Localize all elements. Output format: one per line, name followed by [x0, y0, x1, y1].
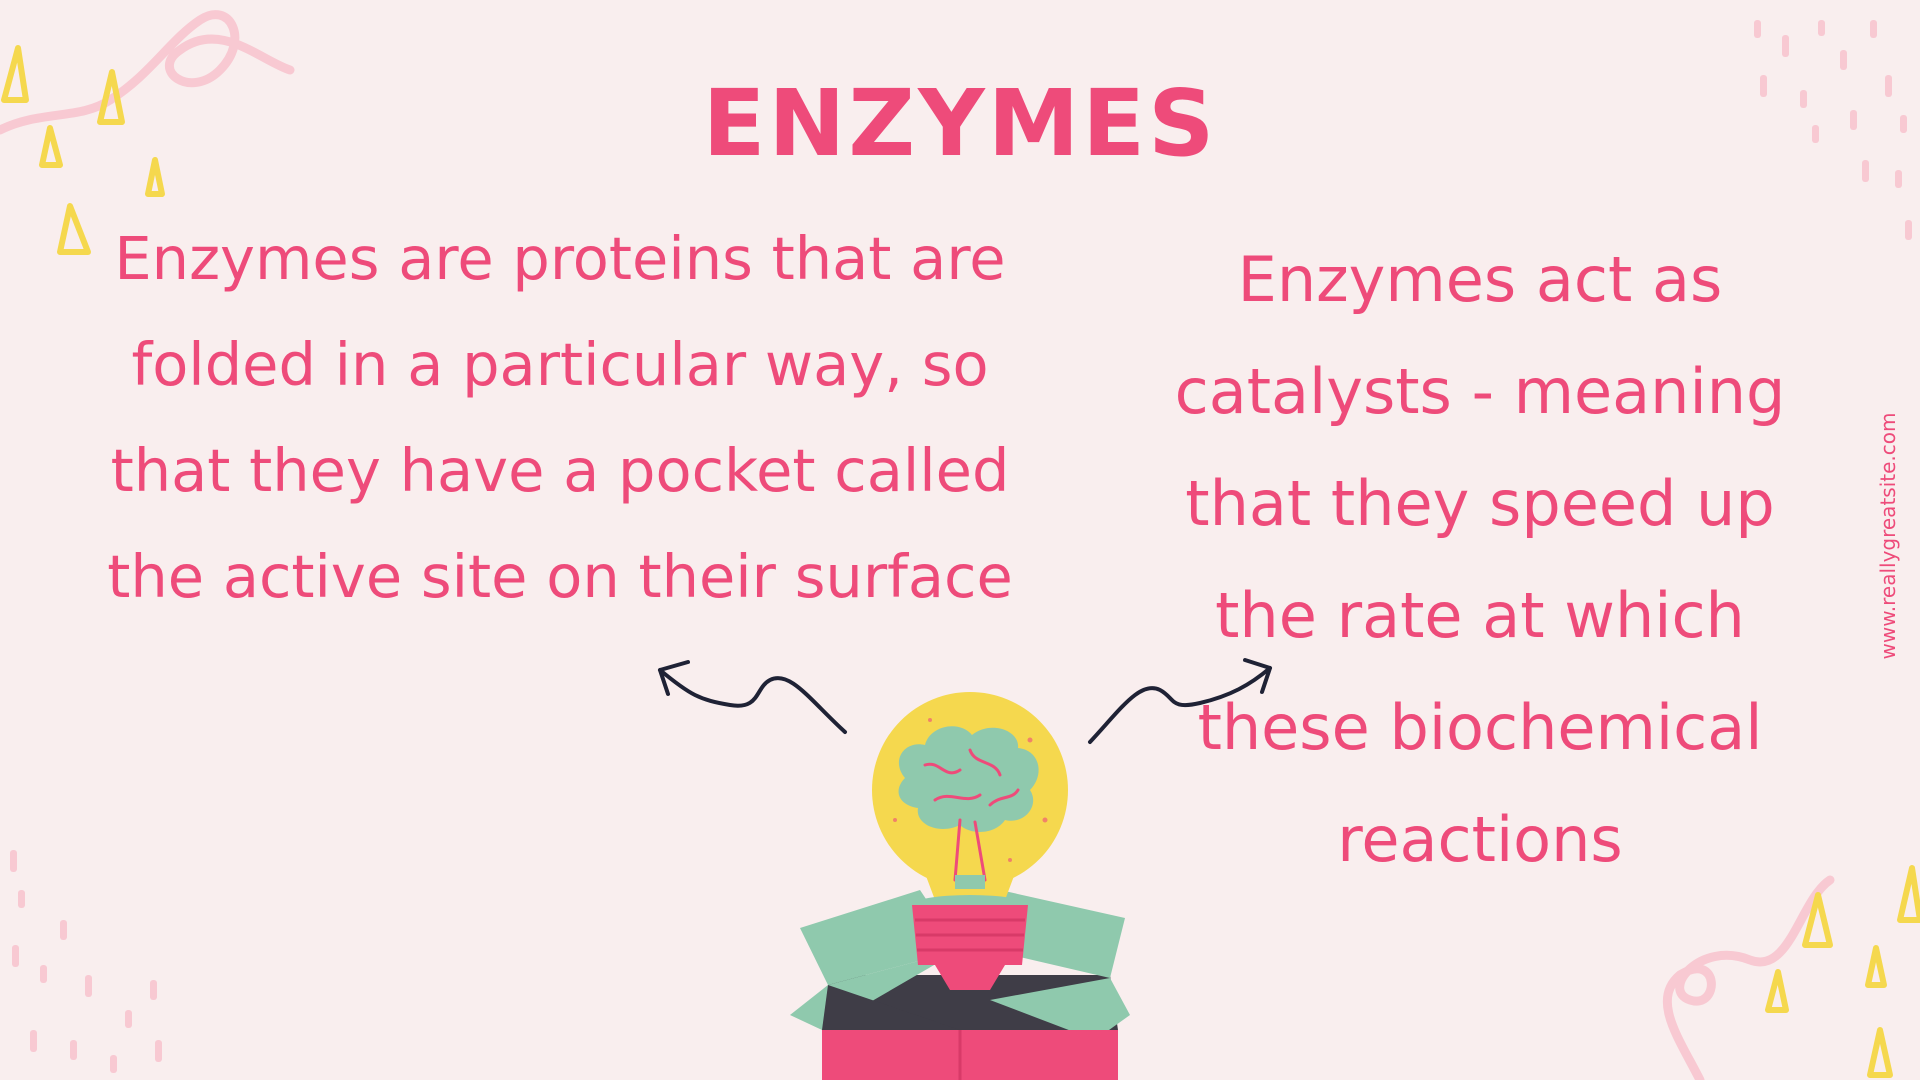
lightbulb-brain-illustration — [790, 692, 1130, 1080]
pink-dashes-bottom-left — [10, 850, 162, 1073]
right-arrow-icon — [1088, 666, 1272, 744]
slide-title: ENZYMES — [702, 70, 1218, 177]
yellow-triangles-bottom-right — [1765, 865, 1920, 1078]
squiggle-top-left — [0, 10, 295, 135]
left-description: Enzymes are proteins that are folded in … — [107, 224, 1013, 611]
right-description: Enzymes act as catalysts - meaning that … — [1174, 243, 1786, 876]
pink-dashes-top-right — [1754, 20, 1912, 240]
yellow-triangles-top-left — [1, 45, 165, 255]
squiggle-bottom-right — [1662, 875, 1835, 1080]
brain — [898, 726, 1039, 832]
website-watermark: www.reallygreatsite.com — [1876, 412, 1900, 660]
box-front — [822, 1030, 1118, 1080]
left-arrow-icon — [658, 668, 847, 734]
